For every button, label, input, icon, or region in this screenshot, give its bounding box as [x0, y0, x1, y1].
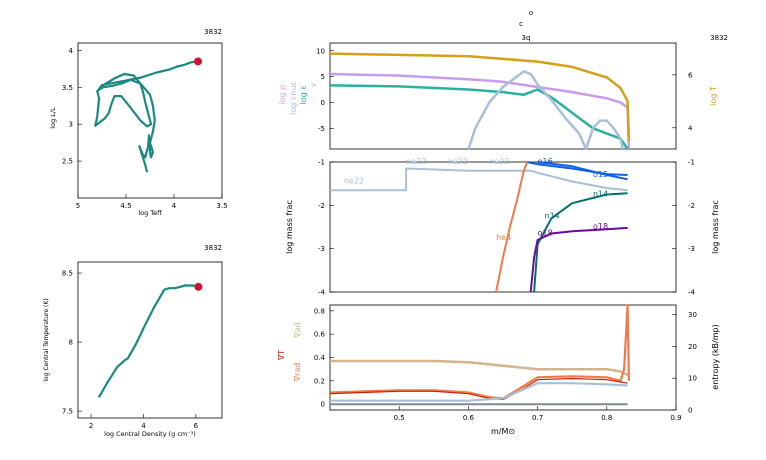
abundance-ylabel: log mass frac	[285, 200, 294, 254]
abund-y-tick-label: -4	[318, 289, 326, 297]
ne22-line	[330, 167, 628, 192]
grad-x-tick-label: 0.6	[463, 414, 475, 422]
structure-y2-tick-label: 6	[688, 71, 693, 79]
abundance-y2label: log mass frac	[711, 200, 720, 254]
grad-y-tick-label: 0.6	[314, 331, 326, 339]
central-x-tick-label: 6	[194, 422, 199, 430]
top-label-o: o	[529, 9, 533, 17]
hr-x-tick-label: 5	[76, 202, 80, 210]
grad_rad-line	[329, 303, 630, 400]
o18-line	[529, 226, 628, 293]
isotope-label: o15	[593, 170, 608, 179]
isotope-label: ne22	[406, 157, 426, 166]
hr-y-tick-label: 3.5	[62, 84, 73, 92]
hr-panel-frame	[77, 42, 223, 199]
hr-track-line	[94, 60, 199, 173]
abund-y-tick-label: -3	[318, 245, 325, 253]
grad-y-tick-label: 0	[321, 401, 325, 409]
central-panel-frame	[77, 261, 223, 419]
abund-y2-tick-label: -3	[688, 245, 695, 253]
grad-x-tick-label: 0.9	[670, 414, 681, 422]
central-current-marker	[194, 282, 203, 291]
grad-y2-tick-label: 30	[688, 311, 697, 319]
label-log-eps-nuc: log εnuc	[289, 81, 298, 115]
isotope-label: o18	[593, 222, 608, 231]
hr-current-marker	[194, 57, 202, 66]
structure-y-tick-label: 10	[316, 47, 325, 55]
abund-y-tick-label: -1	[318, 159, 325, 167]
grad-x-tick-label: 0.8	[601, 414, 612, 422]
grad-y-tick-label: 0.2	[314, 377, 325, 385]
n14-line	[533, 192, 628, 293]
central-y-tick-label: 8.5	[62, 270, 73, 278]
abund-y2-tick-label: -4	[688, 289, 696, 297]
isotope-label: n14	[545, 211, 560, 220]
abund-y-tick-label: -2	[318, 202, 325, 210]
model-number-central: 3832	[204, 244, 222, 252]
hr-x-tick-label: 4	[172, 202, 177, 210]
o16-line	[526, 161, 628, 176]
isotope-label: o16	[538, 157, 553, 166]
top-label-3q: 3q	[522, 34, 531, 42]
label-grad-ad: ∇ad	[293, 322, 302, 338]
central-ylabel: log Central Temperature (K)	[43, 298, 50, 381]
label-grad-T: ∇T	[277, 350, 286, 361]
isotope-label: ne22	[344, 177, 364, 186]
label-log-eps: log ε	[299, 85, 308, 104]
hr-ylabel: log L/L	[49, 107, 57, 129]
grad_ad-line	[330, 359, 629, 377]
central-x-tick-label: 4	[141, 422, 146, 430]
grad_T-line	[329, 377, 628, 401]
hr-y-tick-label: 3	[69, 121, 73, 129]
label-log-T: log T	[709, 86, 718, 106]
gradient-xlabel: m/M⊙	[491, 427, 515, 436]
structure-y2-tick-label: 4	[688, 124, 693, 132]
grad-y-tick-label: 0.4	[314, 354, 326, 362]
top-label-c: c	[519, 20, 523, 28]
log-rho-line	[329, 72, 631, 150]
grad_ad_lower-line	[330, 382, 628, 402]
central-y-tick-label: 7.5	[62, 408, 73, 416]
central-track-line	[97, 284, 199, 398]
central-y-tick-label: 8	[69, 339, 73, 347]
hr-xlabel: log Teff	[138, 209, 162, 217]
abundance-panel-frame	[329, 161, 677, 293]
model-number-hr: 3832	[204, 28, 222, 36]
structure-panel-frame	[329, 42, 677, 150]
label-v: v	[309, 82, 318, 87]
central-xlabel: log Central Density (g cm⁻³)	[104, 430, 196, 438]
isotope-label: he4	[496, 233, 511, 242]
grad-y2-tick-label: 20	[688, 343, 697, 351]
abund-y2-tick-label: -1	[688, 159, 695, 167]
grad-x-tick-label: 0.5	[394, 414, 405, 422]
label-log-rho: log ρ	[278, 85, 287, 105]
isotope-label: ne22	[448, 157, 468, 166]
structure-y-tick-label: -5	[318, 125, 325, 133]
grad-x-tick-label: 0.7	[532, 414, 543, 422]
structure-y-tick-label: 0	[321, 99, 325, 107]
o15-line	[537, 161, 628, 181]
isotope-label: ne22	[489, 157, 509, 166]
grad-y-tick-label: 0.8	[314, 307, 325, 315]
label-grad-rad: ∇rad	[293, 363, 302, 383]
hr-x-tick-label: 3.5	[216, 202, 227, 210]
grad-y2-tick-label: 0	[688, 407, 692, 415]
log-T-line	[329, 52, 631, 142]
hr-y-tick-label: 2.5	[62, 158, 73, 166]
isotope-label: o18	[538, 229, 553, 238]
log-eps-nuc-line	[467, 70, 624, 151]
grad-y2-tick-label: 10	[688, 375, 697, 383]
abund-y2-tick-label: -2	[688, 202, 695, 210]
hr-x-tick-label: 4.5	[120, 202, 131, 210]
hr-y-tick-label: 4	[69, 47, 74, 55]
he4-line	[495, 161, 529, 293]
isotope-label: n14	[593, 190, 608, 199]
structure-y-tick-label: 5	[321, 73, 325, 81]
gradient-ylabel: entropy (kB/mp)	[711, 324, 720, 389]
model-number-profiles: 3832	[710, 34, 728, 42]
central-x-tick-label: 2	[89, 422, 93, 430]
